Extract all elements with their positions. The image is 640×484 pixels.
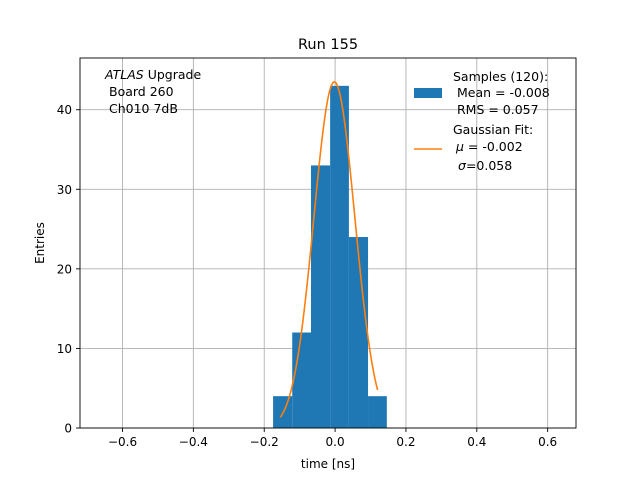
y-tick-label: 20 [57, 262, 72, 276]
legend-hist-line-1: Samples (120): [453, 69, 548, 84]
y-tick-label: 10 [57, 342, 72, 356]
legend-fit-line-1: Gaussian Fit: [453, 122, 533, 137]
atlas-label: ATLAS [104, 67, 144, 82]
y-tick-label: 40 [57, 103, 72, 117]
legend-fit-line-2: μ = -0.002 [455, 139, 523, 154]
x-tick-label: −0.2 [250, 435, 279, 449]
y-tick-label: 30 [57, 183, 72, 197]
sigma-symbol: σ [458, 158, 467, 173]
x-tick-label: 0.0 [326, 435, 345, 449]
legend: Samples (120): Mean = -0.008 RMS = 0.057… [414, 69, 550, 173]
y-axis-label: Entries [33, 222, 47, 264]
x-tick-label: 0.2 [396, 435, 415, 449]
annotation-line-1: ATLAS Upgrade [104, 67, 201, 82]
histogram-bars [273, 85, 387, 429]
legend-histogram-swatch [414, 88, 442, 98]
upgrade-label: Upgrade [144, 67, 202, 82]
x-tick-label: 0.6 [538, 435, 557, 449]
x-axis-ticks: −0.6 −0.4 −0.2 0.0 0.2 0.4 0.6 [108, 428, 557, 449]
histogram-bar [348, 237, 369, 428]
y-tick-label: 0 [64, 422, 72, 436]
x-tick-label: 0.4 [467, 435, 486, 449]
chart-title: Run 155 [298, 37, 358, 53]
atlas-annotation: ATLAS Upgrade Board 260 Ch010 7dB [104, 67, 201, 116]
histogram-bar [310, 165, 331, 428]
legend-hist-line-2: Mean = -0.008 [453, 85, 550, 100]
histogram-bar [330, 85, 349, 429]
legend-hist-line-3: RMS = 0.057 [453, 102, 539, 117]
histogram-bar [368, 396, 387, 428]
x-axis-label: time [ns] [301, 457, 355, 471]
y-axis-ticks: 0 10 20 30 40 [57, 103, 80, 436]
mu-value: = -0.002 [464, 139, 523, 154]
plot-frame [79, 57, 577, 429]
annotation-line-3: Ch010 7dB [109, 101, 178, 116]
x-tick-label: −0.6 [108, 435, 137, 449]
x-tick-label: −0.4 [179, 435, 208, 449]
legend-fit-line-3: σ=0.058 [458, 158, 512, 173]
annotation-line-2: Board 260 [109, 84, 174, 99]
sigma-value: =0.058 [466, 158, 512, 173]
gaussian-fit-curve [279, 81, 379, 418]
histogram-bar [292, 332, 311, 428]
mu-symbol: μ [455, 139, 464, 154]
